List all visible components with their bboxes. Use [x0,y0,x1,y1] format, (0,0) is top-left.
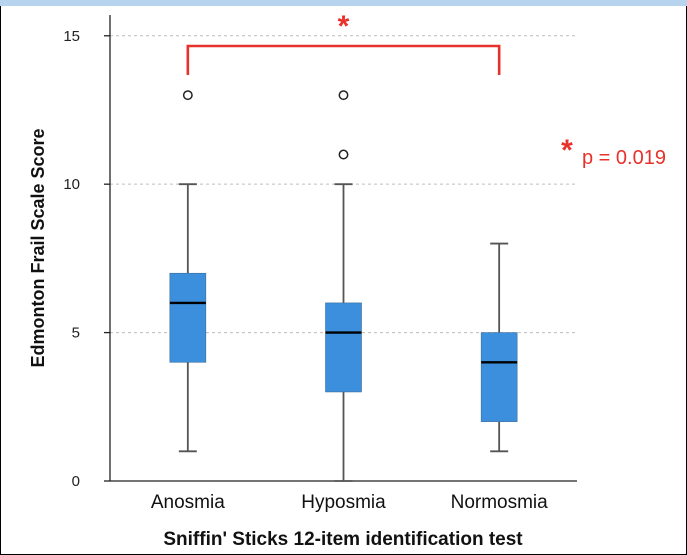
y-axis-title: Edmonton Frail Scale Score [28,128,48,367]
significance-star: * [338,10,350,43]
y-ticks: 0 5 10 15 [63,28,110,490]
top-band [0,0,687,6]
x-axis-title: Sniffin' Sticks 12-item identification t… [163,529,523,550]
x-tick-label-anosmia: Anosmia [151,492,225,513]
anosmia-outlier-13 [182,90,193,101]
y-tick-label-5: 5 [72,325,80,342]
y-tick-label-15: 15 [63,28,80,45]
x-tick-label-normosmia: Normosmia [451,492,549,513]
boxes [169,90,518,482]
anosmia-box [169,272,207,363]
significance-bracket [186,44,501,75]
p-value-text: p = 0.019 [582,147,666,169]
hyposmia-box [325,302,362,393]
x-tick-labels: Anosmia Hyposmia Normosmia [151,492,548,513]
normosmia-box [480,332,518,422]
significance-annotation: * * p = 0.019 [186,10,666,169]
x-tick-label-hyposmia: Hyposmia [301,492,386,513]
p-value-star: * [561,134,573,167]
y-tick-label-10: 10 [63,176,80,193]
hyposmia-outlier-11 [338,149,349,160]
y-tick-label-0: 0 [72,473,80,490]
hyposmia-outlier-13 [338,90,349,101]
